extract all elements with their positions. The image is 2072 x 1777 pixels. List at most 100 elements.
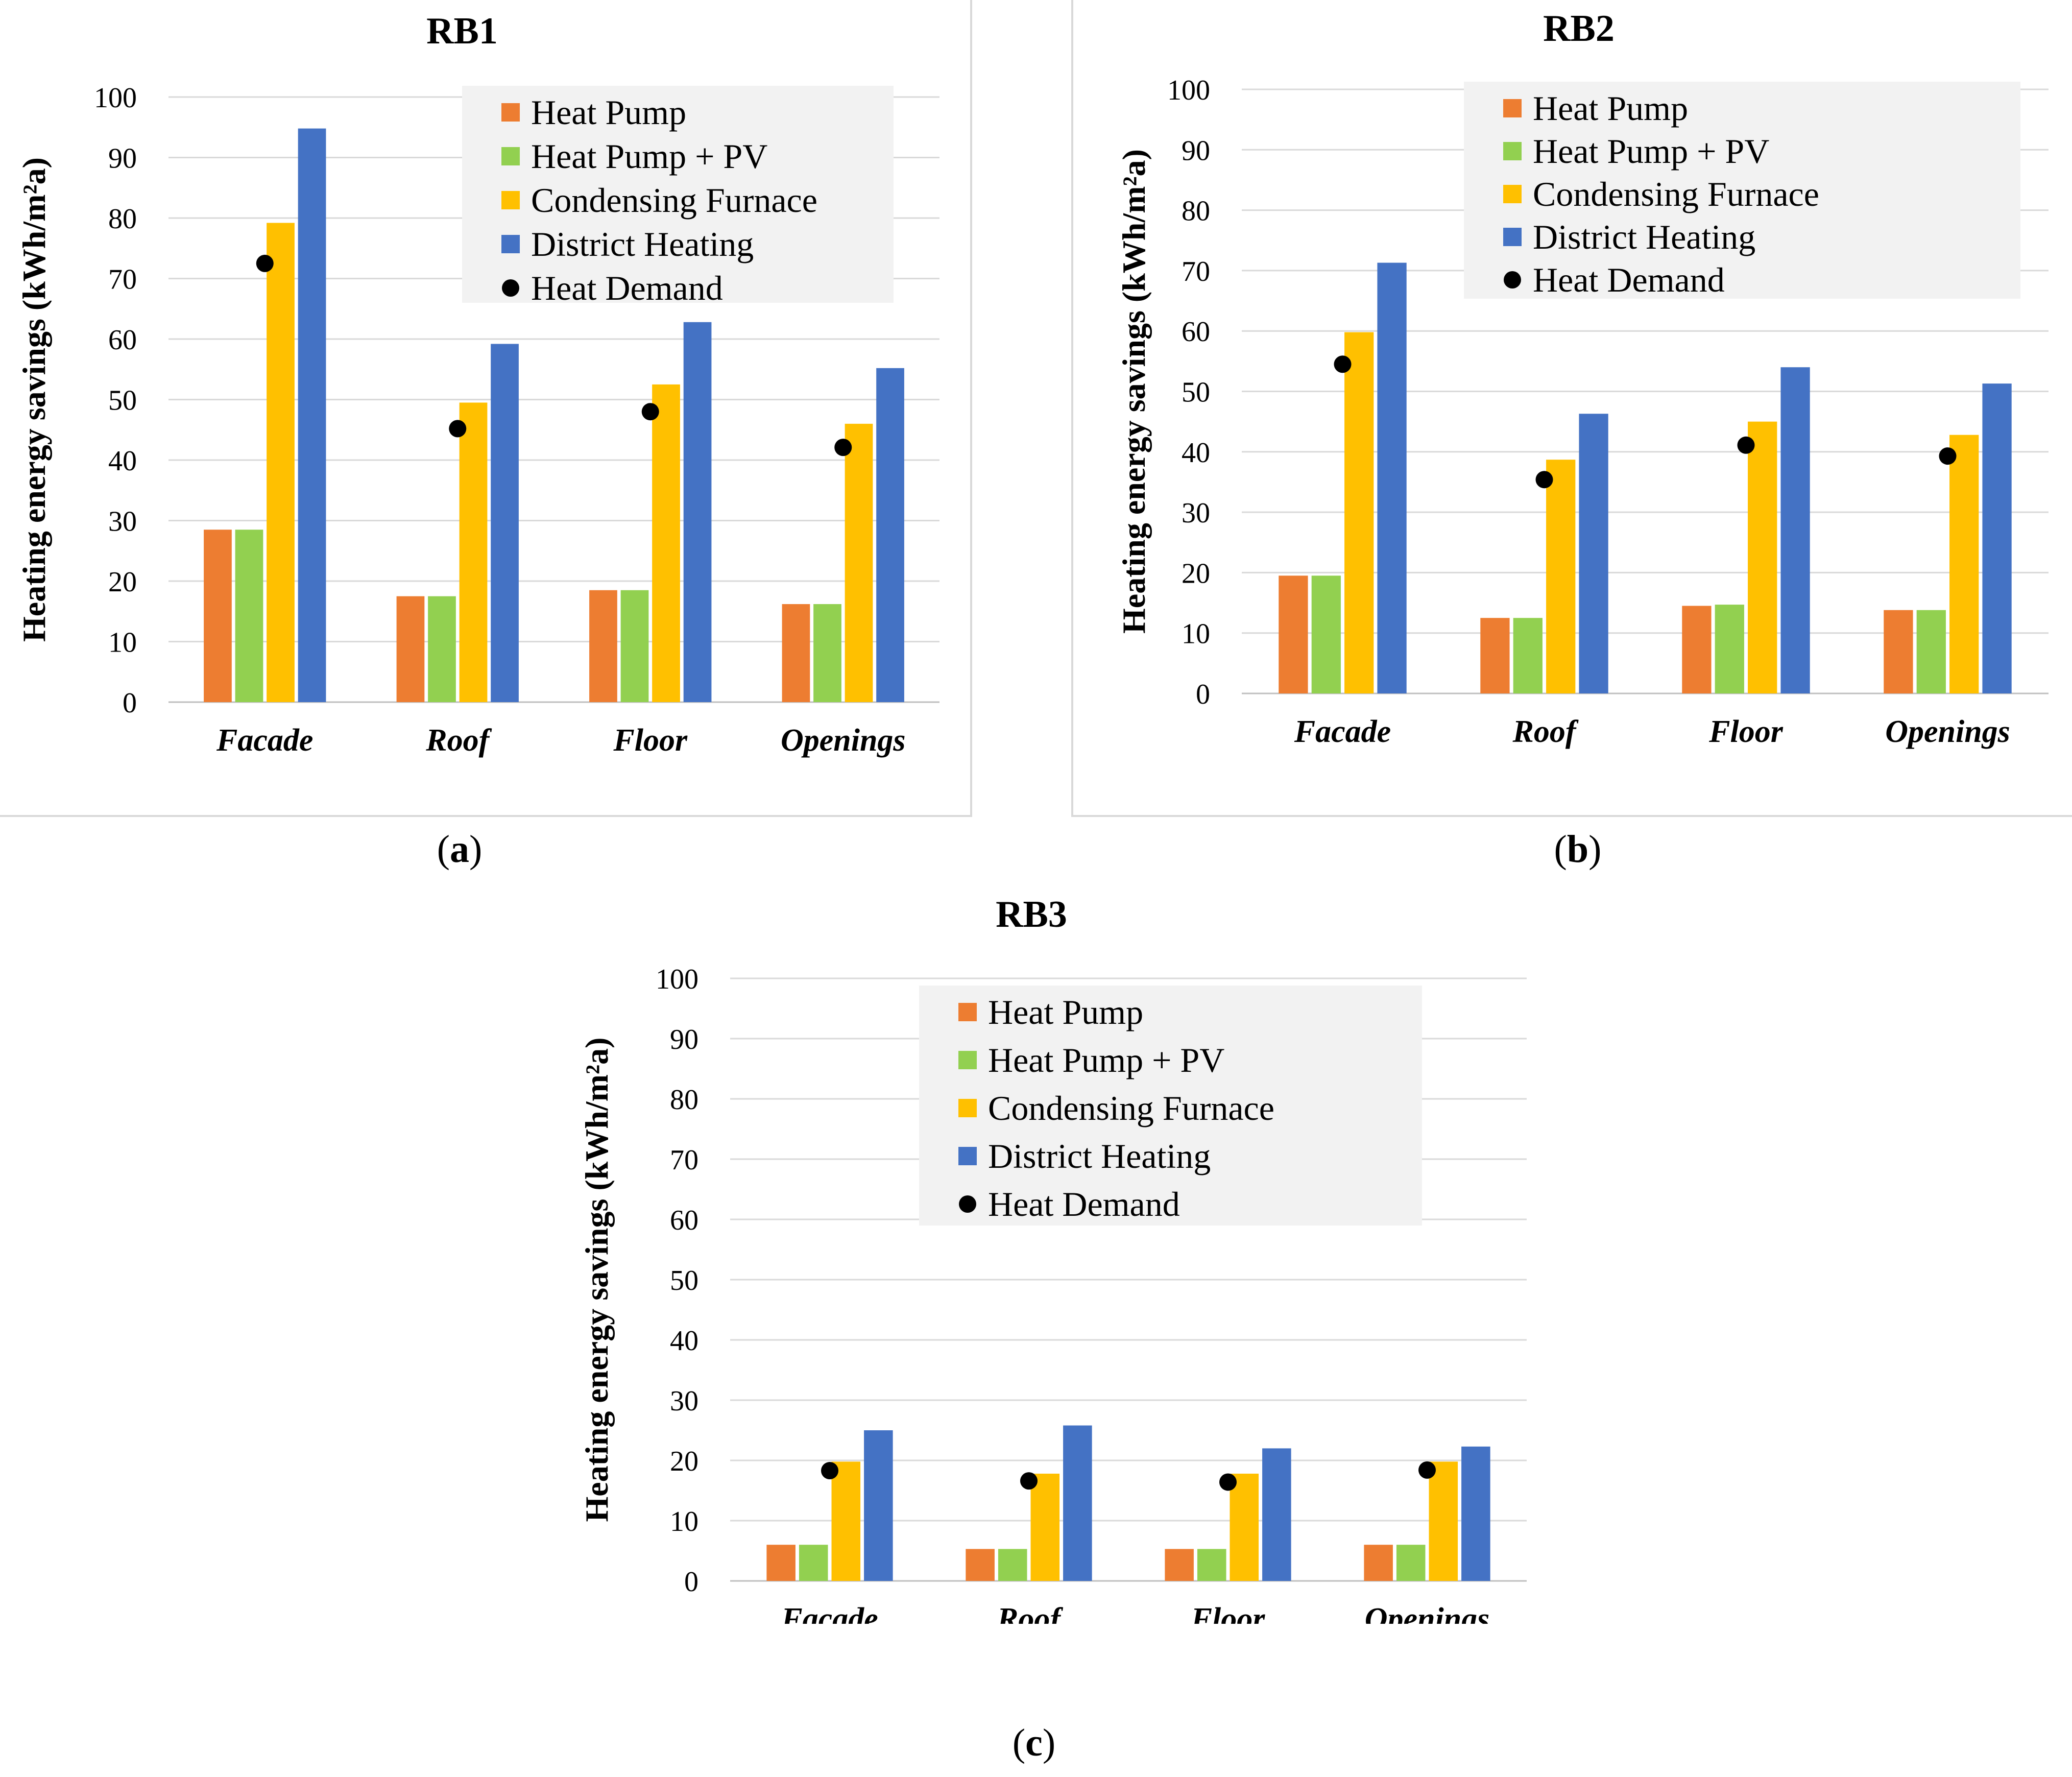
- x-tick-label: Floor: [1708, 714, 1784, 749]
- legend-box: [919, 986, 1422, 1226]
- legend-swatch-heat-demand: [959, 1195, 976, 1213]
- chart-rb3: RB3 Heating energy savings (kWh/m²a) 0 10 20…: [579, 894, 1527, 1624]
- bar-condensing-furnace: [652, 384, 680, 702]
- legend-label: Condensing Furnace: [1533, 175, 1819, 213]
- bar-heat-pump: [589, 590, 617, 702]
- bar-heat-pump: [1480, 618, 1510, 693]
- legend-label: Heat Demand: [1533, 260, 1725, 299]
- y-tick-label: 100: [656, 964, 698, 995]
- bar-heat-pump-pv: [1513, 618, 1543, 693]
- y-tick-label: 80: [108, 203, 137, 235]
- chart-title: RB3: [996, 894, 1067, 935]
- y-tick-label: 50: [108, 385, 137, 417]
- legend-swatch-heat-demand: [1504, 271, 1521, 289]
- bar-heat-pump: [766, 1545, 796, 1581]
- y-tick-label: 30: [670, 1385, 698, 1417]
- legend-box: [1464, 82, 2020, 299]
- legend-swatch-district-heating: [1503, 228, 1522, 246]
- x-tick-label: Facade: [781, 1602, 878, 1624]
- legend-swatch-condensing-furnace: [501, 191, 520, 209]
- y-tick-label: 0: [123, 687, 137, 719]
- bar-heat-pump-pv: [235, 530, 263, 702]
- y-tick-label: 0: [684, 1566, 698, 1598]
- legend-swatch-heat-pump: [501, 103, 520, 122]
- caption-b: (b): [1554, 828, 1602, 871]
- bar-heat-pump-pv: [1311, 575, 1341, 693]
- legend-label: District Heating: [531, 225, 754, 263]
- y-tick-label: 60: [1182, 316, 1210, 348]
- y-tick-label: 40: [670, 1325, 698, 1357]
- panel-a-border: [970, 0, 972, 817]
- legend-swatch-condensing-furnace: [958, 1099, 977, 1117]
- heat-demand-marker: [1939, 447, 1957, 465]
- bar-district-heating: [298, 128, 326, 702]
- y-tick-label: 100: [1167, 75, 1210, 106]
- y-tick-label: 40: [108, 445, 137, 477]
- bar-district-heating: [864, 1430, 893, 1581]
- legend-swatch-heat-pump-pv: [1503, 142, 1522, 160]
- bar-condensing-furnace: [459, 402, 488, 702]
- x-tick-label: Floor: [613, 723, 688, 758]
- heat-demand-marker: [1219, 1473, 1237, 1491]
- legend-label: Condensing Furnace: [531, 181, 817, 220]
- bar-heat-pump: [204, 530, 232, 702]
- heat-demand-marker: [1334, 355, 1352, 373]
- y-tick-label: 10: [1182, 618, 1210, 650]
- x-tick-label: Openings: [781, 723, 906, 758]
- legend-label: District Heating: [988, 1137, 1211, 1175]
- bar-heat-pump: [1682, 606, 1712, 693]
- bar-heat-pump-pv: [620, 590, 649, 702]
- legend-label: Condensing Furnace: [988, 1089, 1274, 1127]
- legend-label: Heat Pump: [531, 93, 686, 132]
- chart-title: RB2: [1543, 8, 1615, 50]
- y-tick-label: 60: [670, 1205, 698, 1236]
- y-tick-label: 100: [94, 82, 137, 114]
- bar-district-heating: [1982, 383, 2012, 693]
- bar-district-heating: [491, 344, 519, 702]
- y-tick-label: 90: [670, 1024, 698, 1055]
- x-tick-label: Facade: [1294, 714, 1391, 749]
- bar-heat-pump: [1364, 1545, 1393, 1581]
- panel-b-bottom-border: [1071, 815, 2072, 817]
- x-tick-label: Openings: [1365, 1602, 1490, 1624]
- bar-condensing-furnace: [1344, 332, 1374, 693]
- legend-label: District Heating: [1533, 218, 1755, 256]
- heat-demand-marker: [1535, 471, 1553, 489]
- bar-district-heating: [1063, 1425, 1092, 1581]
- bar-district-heating: [1461, 1446, 1490, 1581]
- x-tick-label: Floor: [1191, 1602, 1266, 1624]
- x-tick-label: Roof: [997, 1602, 1063, 1624]
- bar-condensing-furnace: [1546, 460, 1576, 693]
- bar-heat-pump: [396, 596, 425, 702]
- y-tick-label: 80: [670, 1084, 698, 1116]
- x-tick-label: Openings: [1885, 714, 2010, 749]
- y-tick-label: 80: [1182, 196, 1210, 227]
- y-axis-label: Heating energy savings (kWh/m²a): [16, 157, 52, 642]
- heat-demand-marker: [641, 403, 659, 421]
- y-tick-label: 50: [1182, 377, 1210, 409]
- y-tick-label: 90: [108, 143, 137, 175]
- y-tick-label: 70: [670, 1144, 698, 1176]
- legend-swatch-district-heating: [501, 235, 520, 253]
- y-tick-label: 60: [108, 324, 137, 356]
- y-tick-label: 40: [1182, 437, 1210, 469]
- bar-district-heating: [1377, 262, 1407, 693]
- bar-condensing-furnace: [1429, 1461, 1458, 1581]
- bar-heat-pump: [1279, 575, 1308, 693]
- bar-heat-pump-pv: [1396, 1545, 1426, 1581]
- legend-label: Heat Pump: [988, 993, 1143, 1031]
- caption-c: (c): [1012, 1721, 1056, 1764]
- chart-rb1: RB1 Heating energy savings (kWh/m²a) 0 10 20…: [16, 10, 939, 758]
- chart-title: RB1: [426, 10, 498, 52]
- bar-heat-pump-pv: [1197, 1549, 1226, 1581]
- bar-condensing-furnace: [267, 223, 295, 703]
- heat-demand-marker: [1020, 1472, 1038, 1490]
- x-tick-label: Roof: [1512, 714, 1579, 749]
- y-tick-label: 20: [108, 566, 137, 598]
- y-tick-label: 90: [1182, 135, 1210, 166]
- legend-label: Heat Demand: [531, 269, 723, 307]
- y-tick-label: 10: [670, 1506, 698, 1538]
- legend-label: Heat Pump + PV: [988, 1041, 1224, 1079]
- bar-heat-pump: [1884, 610, 1913, 693]
